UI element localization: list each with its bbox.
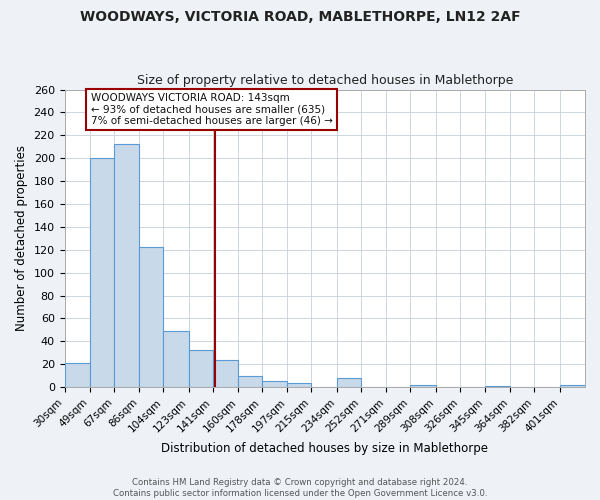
Text: WOODWAYS VICTORIA ROAD: 143sqm
← 93% of detached houses are smaller (635)
7% of : WOODWAYS VICTORIA ROAD: 143sqm ← 93% of … — [91, 93, 332, 126]
Bar — [238, 376, 262, 387]
X-axis label: Distribution of detached houses by size in Mablethorpe: Distribution of detached houses by size … — [161, 442, 488, 455]
Bar — [287, 382, 311, 387]
Text: WOODWAYS, VICTORIA ROAD, MABLETHORPE, LN12 2AF: WOODWAYS, VICTORIA ROAD, MABLETHORPE, LN… — [80, 10, 520, 24]
Bar — [114, 144, 139, 387]
Text: Contains HM Land Registry data © Crown copyright and database right 2024.
Contai: Contains HM Land Registry data © Crown c… — [113, 478, 487, 498]
Bar — [337, 378, 361, 387]
Bar — [410, 385, 436, 387]
Bar — [163, 331, 188, 387]
Y-axis label: Number of detached properties: Number of detached properties — [15, 146, 28, 332]
Bar — [485, 386, 510, 387]
Bar — [188, 350, 212, 387]
Bar — [65, 363, 90, 387]
Bar — [212, 360, 238, 387]
Bar — [139, 248, 163, 387]
Title: Size of property relative to detached houses in Mablethorpe: Size of property relative to detached ho… — [137, 74, 513, 87]
Bar — [262, 382, 287, 387]
Bar — [90, 158, 114, 387]
Bar — [560, 385, 585, 387]
